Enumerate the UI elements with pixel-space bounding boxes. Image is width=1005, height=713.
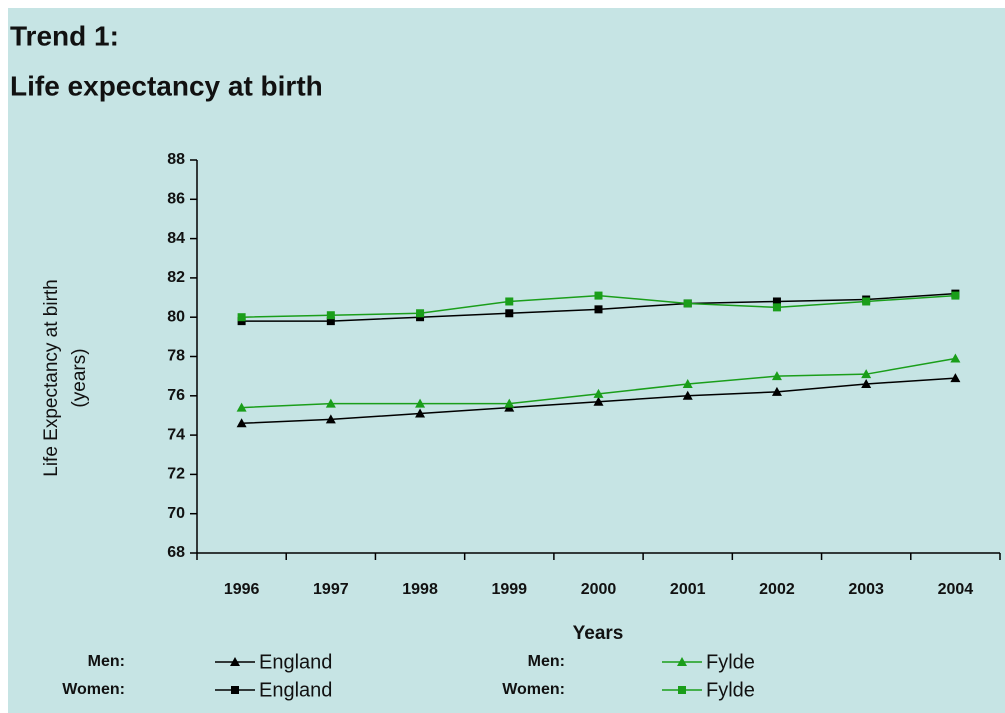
x-axis-label: Years bbox=[573, 623, 624, 644]
y-tick-label: 72 bbox=[167, 466, 185, 483]
marker bbox=[325, 414, 336, 424]
y-axis-label: Life Expectancy at birth bbox=[41, 279, 62, 477]
marker bbox=[415, 408, 426, 418]
marker bbox=[861, 369, 872, 379]
marker bbox=[415, 398, 426, 408]
x-tick-label: 1998 bbox=[402, 581, 438, 598]
marker bbox=[505, 309, 514, 318]
marker bbox=[682, 379, 693, 389]
marker bbox=[772, 297, 781, 306]
marker bbox=[771, 371, 782, 381]
background bbox=[8, 8, 1005, 713]
marker bbox=[326, 317, 335, 326]
x-tick-label: 1997 bbox=[313, 581, 349, 598]
x-tick-label: 2002 bbox=[759, 581, 795, 598]
marker bbox=[593, 396, 604, 406]
marker bbox=[237, 313, 246, 322]
marker bbox=[677, 657, 687, 666]
y-tick-label: 74 bbox=[167, 426, 185, 443]
marker bbox=[678, 686, 686, 694]
x-tick-label: 1996 bbox=[224, 581, 260, 598]
marker bbox=[861, 379, 872, 389]
marker bbox=[231, 686, 239, 694]
y-tick-label: 84 bbox=[167, 230, 185, 247]
legend-label: England bbox=[259, 679, 332, 701]
marker bbox=[772, 303, 781, 312]
marker bbox=[594, 305, 603, 314]
legend-group: Women: bbox=[502, 681, 565, 698]
marker bbox=[951, 291, 960, 300]
marker bbox=[593, 388, 604, 398]
marker bbox=[504, 398, 515, 408]
marker bbox=[236, 418, 247, 428]
marker bbox=[326, 311, 335, 320]
chart-title: Life expectancy at birth bbox=[10, 70, 323, 101]
x-tick-label: 2004 bbox=[938, 581, 974, 598]
x-tick-label: 2000 bbox=[581, 581, 617, 598]
y-tick-label: 86 bbox=[167, 191, 185, 208]
marker bbox=[771, 386, 782, 396]
y-axis-label: (years) bbox=[69, 348, 90, 407]
y-tick-label: 76 bbox=[167, 387, 185, 404]
y-tick-label: 70 bbox=[167, 505, 185, 522]
marker bbox=[236, 402, 247, 412]
marker bbox=[950, 353, 961, 363]
x-tick-label: 2001 bbox=[670, 581, 706, 598]
x-tick-label: 2003 bbox=[848, 581, 884, 598]
marker bbox=[683, 299, 692, 308]
legend-group: Men: bbox=[528, 653, 565, 670]
marker bbox=[325, 398, 336, 408]
chart-title: Trend 1: bbox=[10, 20, 119, 51]
y-tick-label: 88 bbox=[167, 151, 185, 168]
marker bbox=[505, 297, 514, 306]
y-tick-label: 80 bbox=[167, 308, 185, 325]
y-tick-label: 68 bbox=[167, 544, 185, 561]
y-tick-label: 78 bbox=[167, 348, 185, 365]
marker bbox=[416, 309, 425, 318]
marker bbox=[682, 390, 693, 400]
y-tick-label: 82 bbox=[167, 269, 185, 286]
x-tick-label: 1999 bbox=[491, 581, 527, 598]
legend-label: England bbox=[259, 651, 332, 673]
marker bbox=[862, 297, 871, 306]
legend-group: Men: bbox=[88, 653, 125, 670]
marker bbox=[594, 291, 603, 300]
marker bbox=[230, 657, 240, 666]
legend-group: Women: bbox=[62, 681, 125, 698]
marker bbox=[950, 373, 961, 383]
legend-label: Fylde bbox=[706, 651, 755, 673]
legend-label: Fylde bbox=[706, 679, 755, 701]
